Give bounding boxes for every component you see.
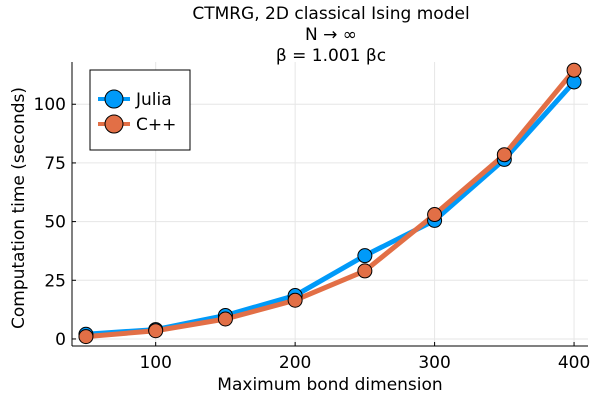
y-tick-label: 0 [55,330,66,350]
grid [72,62,588,346]
x-axis-label: Maximum bond dimension [217,375,442,395]
y-axis-label: Computation time (seconds) [9,87,29,329]
data-point-1-6 [496,147,512,163]
y-tick-label: 25 [44,271,66,291]
legend: Julia C++ [89,69,191,151]
series-line-1 [83,67,577,340]
data-point-1-2 [217,311,233,327]
legend-marker-julia [104,89,124,109]
legend-label-julia: Julia [135,90,172,110]
x-tick-label: 400 [558,353,590,373]
chart-title-line-2: N → ∞ [305,25,357,45]
data-point-1-7 [566,62,582,78]
data-point-1-0 [78,329,94,345]
x-tick-label: 200 [279,353,311,373]
data-point-1-5 [427,207,443,223]
chart-title-line-1: CTMRG, 2D classical Ising model [192,4,469,24]
data-point-1-1 [148,323,164,339]
legend-box [89,69,191,151]
x-tick-label: 100 [139,353,171,373]
data-point-1-4 [357,263,373,279]
y-tick-label: 100 [34,95,66,115]
legend-marker-cpp [104,114,124,134]
data-point-0-4 [357,248,373,264]
ticks: 100 200 300 400 0 25 50 75 100 [34,95,591,373]
axes [71,62,588,347]
y-tick-label: 75 [44,154,66,174]
series-group [78,62,582,345]
chart-title-line-3: β = 1.001 βc [276,46,386,66]
data-point-1-3 [287,292,303,308]
y-tick-label: 50 [44,213,66,233]
x-tick-label: 300 [418,353,450,373]
legend-label-cpp: C++ [136,115,176,135]
